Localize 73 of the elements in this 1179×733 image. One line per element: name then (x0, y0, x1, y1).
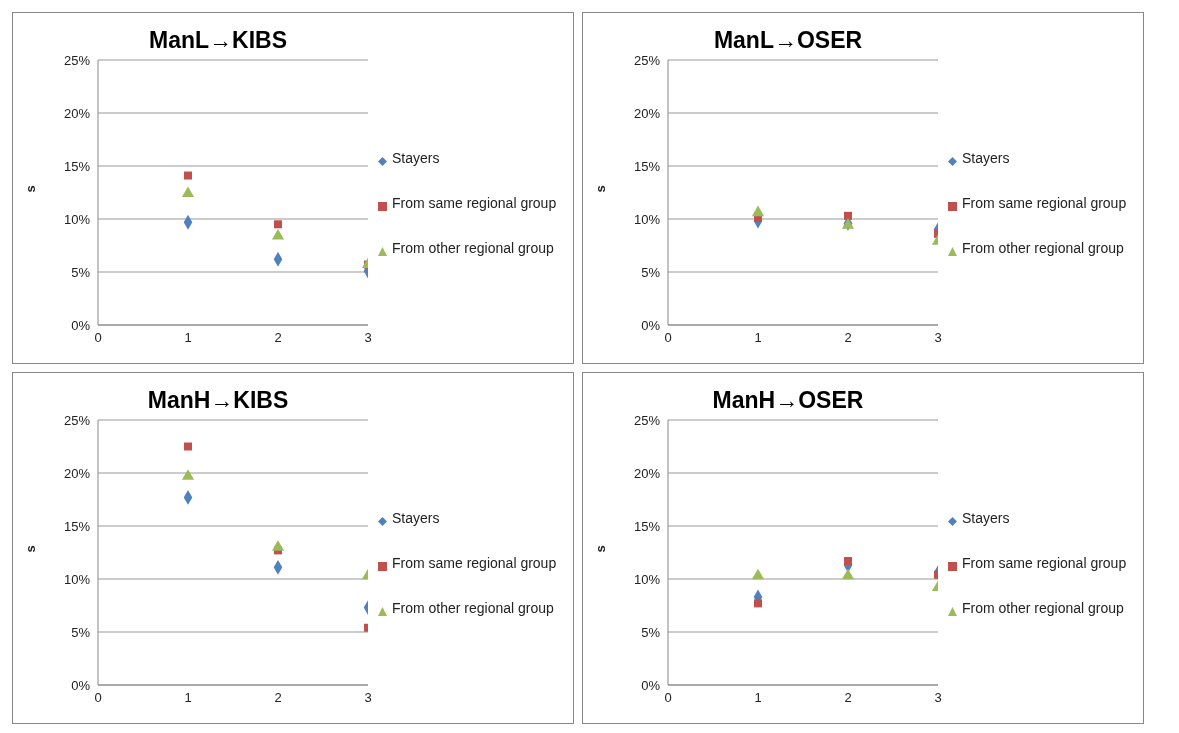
x-tick-label: 2 (844, 330, 852, 346)
x-tick-label: 2 (274, 690, 282, 706)
y-axis-title: s (592, 185, 608, 193)
y-tick-label: 25% (633, 52, 661, 68)
y-tick-label: 15% (63, 158, 91, 174)
x-tick-label: 1 (184, 690, 192, 706)
y-tick-label: 15% (633, 518, 661, 534)
y-tick-label: 15% (633, 158, 661, 174)
y-tick-label: 25% (63, 52, 91, 68)
y-axis-title: s (592, 545, 608, 553)
legend-label: Stayers (962, 509, 1010, 526)
y-tick-label: 5% (71, 624, 91, 640)
legend-label: From same regional group (962, 194, 1127, 211)
point (271, 228, 285, 240)
y-tick-label: 20% (633, 105, 661, 121)
y-tick-label: 15% (63, 518, 91, 534)
legend-label: From other regional group (962, 599, 1124, 616)
x-tick-label: 0 (664, 690, 672, 706)
legend-label: From other regional group (392, 599, 554, 616)
legend-label: Stayers (392, 509, 440, 526)
y-tick-label: 5% (641, 624, 661, 640)
y-tick-label: 10% (63, 571, 91, 587)
x-tick-label: 2 (844, 690, 852, 706)
x-tick-label: 3 (364, 330, 372, 346)
legend-label: From other regional group (962, 239, 1124, 256)
legend-label: From same regional group (392, 554, 557, 571)
y-tick-label: 10% (633, 211, 661, 227)
point (181, 469, 195, 480)
y-tick-label: 20% (63, 465, 91, 481)
y-tick-label: 0% (641, 677, 661, 693)
point (844, 211, 852, 220)
point (751, 568, 765, 580)
y-tick-label: 5% (71, 264, 91, 280)
x-tick-label: 0 (664, 330, 672, 346)
chart-title: ManL→KIBS (148, 27, 288, 54)
x-tick-label: 1 (754, 690, 762, 706)
y-tick-label: 20% (63, 105, 91, 121)
y-tick-label: 20% (633, 465, 661, 481)
y-tick-label: 5% (641, 264, 661, 280)
y-axis-title: s (22, 545, 38, 553)
point (844, 556, 852, 565)
x-tick-label: 1 (754, 330, 762, 346)
x-tick-label: 3 (934, 330, 942, 346)
point (274, 220, 282, 229)
legend-label: From other regional group (392, 239, 554, 256)
point (754, 599, 762, 608)
y-tick-label: 0% (641, 317, 661, 333)
point (184, 442, 192, 451)
legend-label: From same regional group (392, 194, 557, 211)
point (841, 568, 855, 580)
x-tick-label: 2 (274, 330, 282, 346)
point (271, 540, 285, 551)
legend-label: From same regional group (962, 554, 1127, 571)
x-tick-label: 0 (94, 330, 102, 346)
y-tick-label: 25% (633, 412, 661, 428)
chart-title: ManH→KIBS (146, 387, 290, 414)
y-axis-title: s (22, 185, 38, 193)
point (751, 205, 765, 217)
x-tick-label: 3 (364, 690, 372, 706)
x-tick-label: 3 (934, 690, 942, 706)
y-tick-label: 25% (63, 412, 91, 428)
y-tick-label: 10% (633, 571, 661, 587)
legend-label: Stayers (392, 149, 440, 166)
legend-label: Stayers (962, 149, 1010, 166)
chart-title: ManH→OSER (711, 387, 865, 414)
x-tick-label: 1 (184, 330, 192, 346)
point (181, 186, 195, 198)
point (184, 171, 192, 180)
chart-title: ManL→OSER (712, 27, 864, 54)
x-tick-label: 0 (94, 690, 102, 706)
y-tick-label: 10% (63, 211, 91, 227)
y-tick-label: 0% (71, 677, 91, 693)
y-tick-label: 0% (71, 317, 91, 333)
